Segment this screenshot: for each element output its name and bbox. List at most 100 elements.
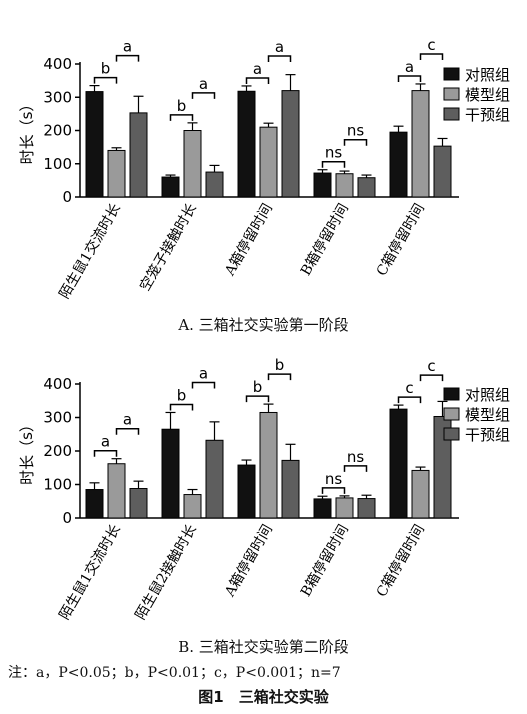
panel-0-significance-bracket <box>245 77 270 84</box>
panel-0-significance-label: a <box>275 38 284 56</box>
panel-0-y-tick-label: 400 <box>43 55 72 73</box>
panel-1-bar-干预组-3 <box>357 498 376 519</box>
panel-1-significance-bracket <box>343 465 368 472</box>
panel-1-significance-label: a <box>199 364 208 382</box>
panel-0-significance-label: b <box>177 97 187 115</box>
panel-0-significance-bracket <box>397 75 422 82</box>
panel-1-bar-对照组-0 <box>85 489 104 519</box>
panel-1-significance-label: ns <box>347 448 365 466</box>
panel-1-bar-干预组-2 <box>281 459 300 519</box>
panel-0-significance-label: c <box>427 36 435 54</box>
panel-1-significance-label: c <box>405 379 413 397</box>
panel-0-bar-干预组-4 <box>433 145 452 198</box>
panel-1-legend-label-0: 对照组 <box>465 386 510 404</box>
panel-0-bar-模型组-0 <box>107 149 126 198</box>
panel-1-legend-swatch-2 <box>443 427 460 441</box>
panel-1-significance-bracket <box>93 449 118 457</box>
panel-1-y-tick-label: 400 <box>43 375 72 393</box>
panel-0-significance-label: a <box>405 58 414 76</box>
panel-0-significance-bracket <box>191 92 216 99</box>
panel-0-y-tick-label: 0 <box>62 188 72 206</box>
panel-1-bar-对照组-4 <box>389 408 408 519</box>
panel-1-y-tick-label: 100 <box>43 476 72 494</box>
panel-1-legend-swatch-1 <box>443 407 460 421</box>
panel-1-bar-对照组-2 <box>237 464 256 519</box>
panel-0-significance-bracket <box>419 53 444 60</box>
panel-0-legend-swatch-2 <box>443 107 460 121</box>
panel-0-legend-label-2: 干预组 <box>465 106 510 124</box>
panel-1-significance-bracket <box>321 487 346 494</box>
panel-0-bar-模型组-4 <box>411 90 430 198</box>
panel-0-bar-对照组-1 <box>161 176 180 198</box>
panel-a-caption: A. 三箱社交实验第一阶段 <box>178 316 349 334</box>
panel-0-x-tick-label: 空笼子接触时长 <box>136 201 200 294</box>
panel-0-bar-干预组-2 <box>281 90 300 198</box>
panel-0-significance-bracket <box>321 160 346 168</box>
panel-1-x-tick-label: A箱停留时间 <box>221 522 276 601</box>
panel-0-x-tick-label: C箱停留时间 <box>373 201 428 279</box>
panel-0-x-tick-label: 陌生鼠1交流时长 <box>56 201 124 302</box>
panel-0-significance-label: a <box>253 60 262 78</box>
panel-1-significance-bracket <box>245 395 270 403</box>
panel-1-significance-bracket <box>267 373 292 381</box>
panel-1-y-tick-label: 300 <box>43 409 72 427</box>
panel-0-bar-对照组-2 <box>237 90 256 198</box>
panel-1-bar-对照组-3 <box>313 498 332 519</box>
panel-1-legend-swatch-0 <box>443 387 460 401</box>
panel-0-bar-模型组-1 <box>183 130 202 198</box>
panel-0-bar-干预组-1 <box>205 171 224 198</box>
panel-1-bar-对照组-1 <box>161 428 180 519</box>
panel-1-significance-bracket <box>169 403 194 411</box>
panel-0-x-tick-label: B箱停留时间 <box>297 201 352 279</box>
panel-0-y-tick-label: 300 <box>43 88 72 106</box>
panel-0-x-tick-label: A箱停留时间 <box>221 201 276 280</box>
panel-1-significance-bracket <box>419 374 444 382</box>
panel-1-legend-label-2: 干预组 <box>465 426 510 444</box>
panel-0-significance-label: ns <box>347 122 365 140</box>
panel-0-legend-swatch-1 <box>443 87 460 101</box>
panel-0-bar-对照组-3 <box>313 172 332 198</box>
panel-1-x-tick-label: C箱停留时间 <box>373 522 428 600</box>
panel-1-bar-干预组-0 <box>129 488 148 519</box>
figure-title: 图1 三箱社交实验 <box>198 688 329 706</box>
panel-1-y-axis-label: 时长（s） <box>18 417 36 485</box>
panel-0-bar-模型组-3 <box>335 173 354 198</box>
panel-b-caption: B. 三箱社交实验第二阶段 <box>178 638 349 656</box>
panel-0-bar-干预组-3 <box>357 177 376 198</box>
panel-0-legend-label-0: 对照组 <box>465 66 510 84</box>
panel-1-bar-模型组-0 <box>107 463 126 519</box>
panel-1-bar-模型组-2 <box>259 411 278 519</box>
panel-0-significance-bracket <box>267 55 292 62</box>
panel-1-significance-label: b <box>253 378 263 396</box>
panel-0-bar-模型组-2 <box>259 126 278 198</box>
panel-0-significance-label: ns <box>325 144 343 162</box>
panel-0-bar-对照组-0 <box>85 91 104 198</box>
panel-0-legend-label-1: 模型组 <box>465 86 510 104</box>
panel-1-bar-模型组-1 <box>183 494 202 519</box>
panel-0-significance-bracket <box>343 138 368 146</box>
panel-0-y-tick-label: 200 <box>43 122 72 140</box>
panel-1-legend-label-1: 模型组 <box>465 406 510 424</box>
panel-1-significance-bracket <box>397 396 422 404</box>
panel-1-significance-label: a <box>101 433 110 451</box>
panel-0-significance-label: b <box>101 60 111 78</box>
panel-0-significance-label: a <box>123 38 132 56</box>
panel-1-x-tick-label: B箱停留时间 <box>297 522 352 600</box>
panel-0-significance-bracket <box>169 114 194 121</box>
panel-1-bar-干预组-1 <box>205 439 224 519</box>
panel-1-significance-label: b <box>275 356 285 374</box>
panel-0-significance-bracket <box>115 54 140 62</box>
panel-0-y-tick-label: 100 <box>43 155 72 173</box>
panel-1-significance-label: a <box>123 411 132 429</box>
panel-1-bar-模型组-3 <box>335 497 354 519</box>
panel-0-bar-干预组-0 <box>129 112 148 198</box>
panel-0-bar-对照组-4 <box>389 131 408 198</box>
panel-1-significance-label: b <box>177 386 187 404</box>
panel-0-legend-swatch-0 <box>443 67 460 81</box>
significance-note: 注：a，P<0.05；b，P<0.01；c，P<0.001；n=7 <box>8 665 341 681</box>
panel-1-significance-label: ns <box>325 470 343 488</box>
panel-0-significance-label: a <box>199 75 208 93</box>
panel-1-significance-bracket <box>191 381 216 389</box>
panel-1-y-tick-label: 200 <box>43 442 72 460</box>
